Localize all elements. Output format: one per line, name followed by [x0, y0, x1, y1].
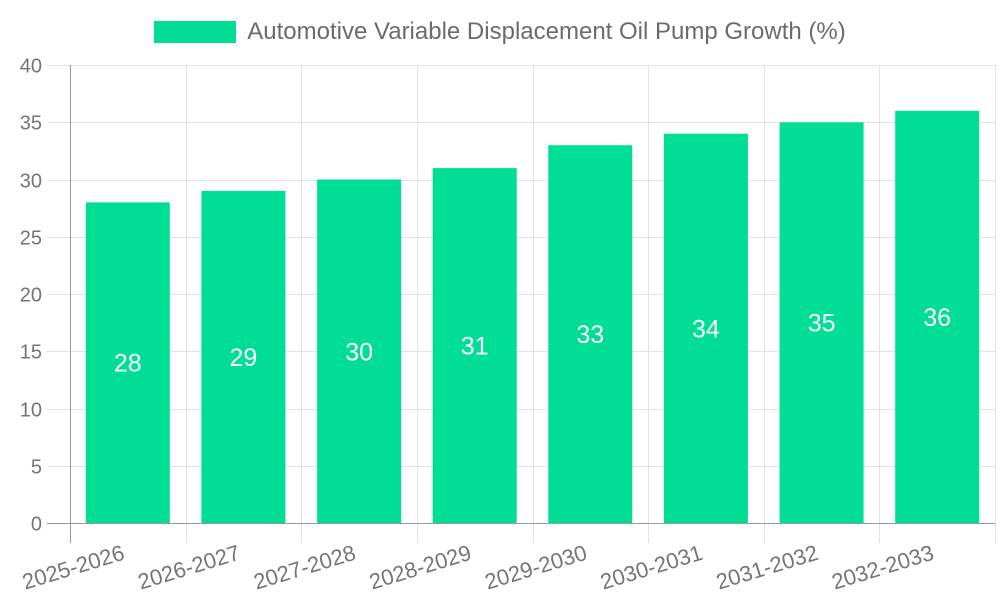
y-tick-label: 0 [31, 514, 42, 536]
x-tick-label: 2029-2030 [482, 540, 590, 595]
bar-value-label: 36 [923, 304, 951, 332]
x-tick-label: 2032-2033 [829, 540, 937, 595]
bar [779, 122, 864, 524]
bar-value-label: 35 [808, 310, 836, 338]
y-tick-label: 35 [20, 113, 42, 135]
y-tick-label: 15 [20, 342, 42, 364]
x-tick-label: 2026-2027 [135, 540, 243, 595]
x-tick-label: 2025-2026 [19, 540, 127, 595]
y-tick-label: 40 [20, 56, 42, 78]
bar-value-label: 29 [229, 344, 257, 372]
x-tick-label: 2031-2032 [713, 540, 821, 595]
bar [85, 202, 170, 523]
bar [432, 168, 517, 523]
x-tick-label: 2028-2029 [366, 540, 474, 595]
y-tick-label: 25 [20, 228, 42, 250]
bar [317, 179, 402, 523]
bar [895, 110, 980, 524]
bar-value-label: 33 [576, 321, 604, 349]
bar [548, 145, 633, 523]
bar-value-label: 28 [114, 350, 142, 378]
y-tick-label: 30 [20, 171, 42, 193]
bar-value-label: 30 [345, 338, 373, 366]
chart-legend: Automotive Variable Displacement Oil Pum… [0, 16, 1000, 48]
y-tick-label: 10 [20, 400, 42, 422]
legend-swatch [154, 21, 237, 43]
x-tick-label: 2027-2028 [251, 540, 359, 595]
y-tick-label: 5 [31, 457, 42, 479]
y-tick-label: 20 [20, 285, 42, 307]
x-tick-label: 2030-2031 [597, 540, 705, 595]
bar-value-label: 34 [692, 315, 720, 343]
bar-value-label: 31 [461, 333, 489, 361]
bar [663, 133, 748, 523]
legend-label: Automotive Variable Displacement Oil Pum… [247, 18, 846, 45]
bar [201, 190, 286, 523]
